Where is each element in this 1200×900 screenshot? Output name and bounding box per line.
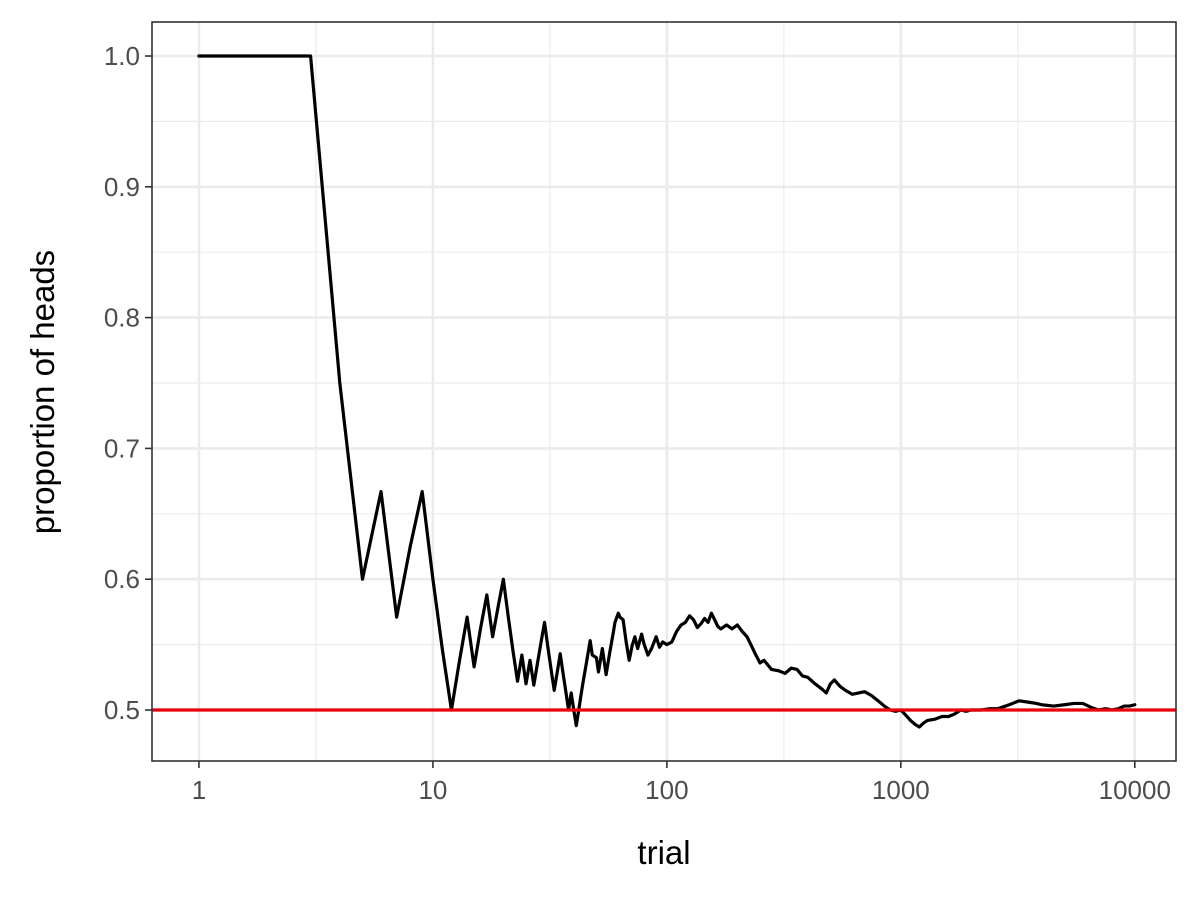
x-tick-label: 10000 (1099, 775, 1171, 805)
y-tick-label: 0.8 (104, 303, 140, 333)
series-layer (197, 54, 1137, 729)
proportion-series-line (197, 54, 1137, 729)
panel-border (151, 21, 1177, 762)
y-tick-label: 0.6 (104, 564, 140, 594)
x-tick-label: 1 (192, 775, 206, 805)
panel-background (152, 22, 1176, 761)
y-tick-label: 0.7 (104, 433, 140, 463)
x-axis-title: trial (637, 834, 690, 871)
grid-lines (152, 22, 1176, 761)
y-axis-title: proportion of heads (24, 250, 61, 534)
y-tick-label: 0.5 (104, 695, 140, 725)
y-tick-label: 1.0 (104, 41, 140, 71)
y-axis: 0.5 0.6 0.7 0.8 0.9 1.0 (104, 41, 152, 725)
x-tick-label: 100 (645, 775, 688, 805)
x-axis: 1 10 100 1000 10000 (192, 761, 1171, 805)
y-tick-label: 0.9 (104, 172, 140, 202)
x-tick-label: 1000 (872, 775, 930, 805)
x-tick-label: 10 (418, 775, 447, 805)
